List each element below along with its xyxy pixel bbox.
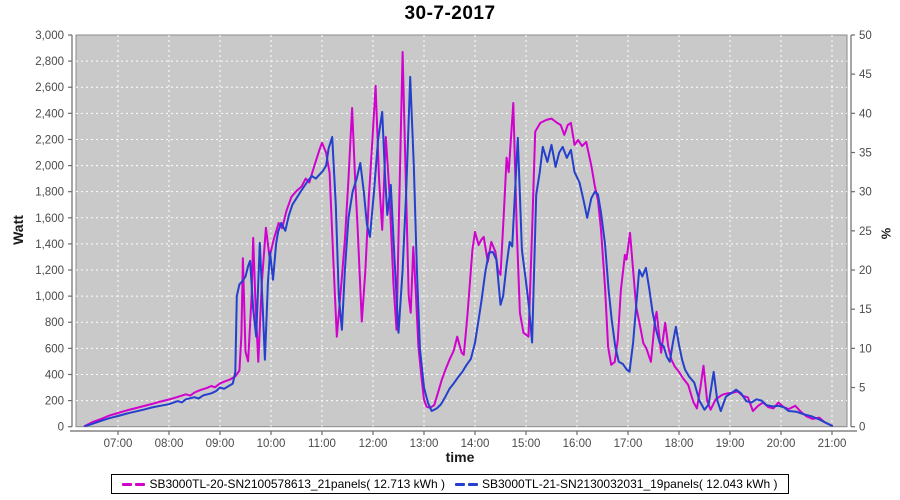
svg-text:5: 5 xyxy=(859,383,865,395)
svg-text:1,600: 1,600 xyxy=(35,213,64,225)
svg-text:09:00: 09:00 xyxy=(206,438,235,450)
svg-text:30: 30 xyxy=(859,187,872,199)
legend-line-swatch-magenta xyxy=(122,482,146,486)
y-axis-title-percent: % xyxy=(878,227,894,240)
svg-text:800: 800 xyxy=(45,317,64,329)
svg-text:0: 0 xyxy=(58,422,64,434)
svg-text:2,200: 2,200 xyxy=(35,134,64,146)
legend-label: SB3000TL-20-SN2100578613_21panels( 12.71… xyxy=(149,477,445,491)
svg-text:15:00: 15:00 xyxy=(512,438,541,450)
svg-text:45: 45 xyxy=(859,69,872,81)
svg-text:1,400: 1,400 xyxy=(35,239,64,251)
legend: SB3000TL-20-SN2100578613_21panels( 12.71… xyxy=(0,474,900,494)
svg-text:2,000: 2,000 xyxy=(35,161,64,173)
svg-text:40: 40 xyxy=(859,108,872,120)
svg-text:2,800: 2,800 xyxy=(35,56,64,68)
svg-text:0: 0 xyxy=(859,422,865,434)
svg-text:19:00: 19:00 xyxy=(716,438,745,450)
legend-item-inverter-20: SB3000TL-20-SN2100578613_21panels( 12.71… xyxy=(122,477,445,491)
svg-text:14:00: 14:00 xyxy=(461,438,490,450)
svg-text:2,600: 2,600 xyxy=(35,82,64,94)
svg-text:17:00: 17:00 xyxy=(614,438,643,450)
x-axis-title-time: time xyxy=(445,449,475,465)
series-line-magenta xyxy=(83,51,833,427)
svg-text:600: 600 xyxy=(45,343,64,355)
svg-text:200: 200 xyxy=(45,396,64,408)
svg-text:18:00: 18:00 xyxy=(665,438,694,450)
svg-text:11:00: 11:00 xyxy=(308,438,336,450)
svg-text:3,000: 3,000 xyxy=(35,30,64,42)
svg-text:08:00: 08:00 xyxy=(155,438,184,450)
legend-line-swatch-blue xyxy=(455,482,478,486)
legend-item-inverter-21: SB3000TL-21-SN2130032031_19panels( 12.04… xyxy=(455,477,778,491)
series-line-blue xyxy=(83,75,833,427)
svg-text:35: 35 xyxy=(859,148,872,160)
legend-label: SB3000TL-21-SN2130032031_19panels( 12.04… xyxy=(482,477,778,491)
svg-text:2,400: 2,400 xyxy=(35,108,64,120)
svg-text:20: 20 xyxy=(859,265,872,277)
legend-box: SB3000TL-20-SN2100578613_21panels( 12.71… xyxy=(111,474,789,494)
svg-text:20:00: 20:00 xyxy=(767,438,796,450)
svg-text:10: 10 xyxy=(859,343,872,355)
svg-text:12:00: 12:00 xyxy=(359,438,388,450)
svg-text:21:00: 21:00 xyxy=(818,438,847,450)
svg-text:25: 25 xyxy=(859,226,872,238)
svg-text:10:00: 10:00 xyxy=(257,438,286,450)
svg-text:16:00: 16:00 xyxy=(563,438,592,450)
svg-text:1,000: 1,000 xyxy=(35,291,64,303)
svg-text:15: 15 xyxy=(859,304,872,316)
svg-text:50: 50 xyxy=(859,30,872,42)
axis-lines xyxy=(68,34,857,435)
tick-labels: 02004006008001,0001,2001,4001,6001,8002,… xyxy=(35,30,872,450)
svg-text:13:00: 13:00 xyxy=(410,438,439,450)
y-axis-title-watt: Watt xyxy=(10,215,26,245)
svg-text:1,800: 1,800 xyxy=(35,187,64,199)
gridlines xyxy=(76,35,847,427)
svg-text:1,200: 1,200 xyxy=(35,265,64,277)
chart-title: 30-7-2017 xyxy=(404,3,496,24)
svg-text:07:00: 07:00 xyxy=(104,438,133,450)
svg-text:400: 400 xyxy=(45,369,64,381)
plot-background xyxy=(75,34,848,428)
